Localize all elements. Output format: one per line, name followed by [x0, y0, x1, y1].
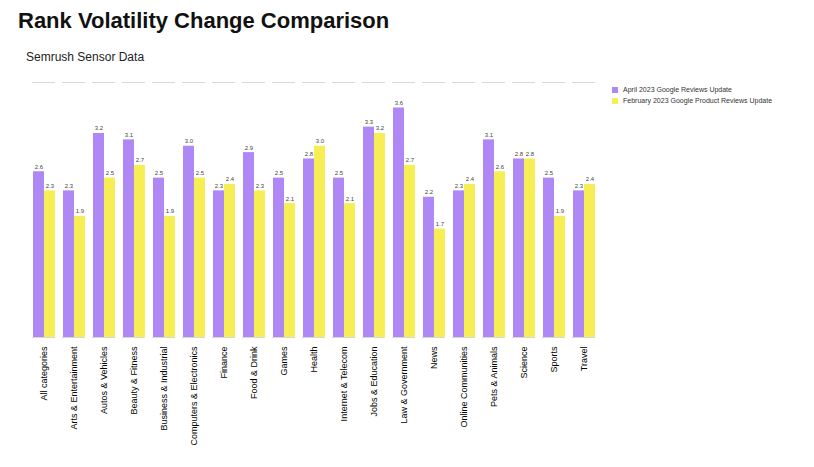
svg-text:2.3: 2.3	[65, 183, 74, 189]
html-text:April 2023 Google Reviews Upda: April 2023 Google Reviews Update	[623, 86, 732, 93]
svg-text:2.3: 2.3	[46, 183, 55, 189]
svg-text:Games: Games	[279, 346, 289, 376]
svg-text:2.3: 2.3	[575, 183, 584, 189]
svg-text:Beauty & Fitness: Beauty & Fitness	[129, 346, 139, 415]
svg-text:News: News	[429, 346, 439, 369]
svg-text:2.5: 2.5	[155, 170, 164, 176]
svg-text:2.7: 2.7	[406, 157, 415, 163]
svg-text:3.3: 3.3	[365, 119, 374, 125]
svg-text:1.7: 1.7	[436, 221, 445, 227]
svg-text:Autos & Vehicles: Autos & Vehicles	[99, 346, 109, 414]
svg-text:Internet & Telecom: Internet & Telecom	[339, 347, 349, 422]
svg-text:3.1: 3.1	[485, 132, 494, 138]
svg-text:3.2: 3.2	[95, 125, 104, 131]
svg-text:2.7: 2.7	[136, 157, 145, 163]
svg-text:3.0: 3.0	[316, 138, 325, 144]
svg-text:2.8: 2.8	[305, 151, 314, 157]
svg-text:Business & Industrial: Business & Industrial	[159, 347, 169, 431]
svg-text:Food & Drink: Food & Drink	[249, 346, 259, 399]
svg-text:1.9: 1.9	[166, 208, 175, 214]
svg-text:2.4: 2.4	[586, 176, 595, 182]
html-text:Semrush Sensor Data: Semrush Sensor Data	[26, 50, 145, 64]
svg-text:3.6: 3.6	[395, 100, 404, 106]
svg-text:3.2: 3.2	[376, 125, 385, 131]
svg-text:2.5: 2.5	[196, 170, 205, 176]
svg-text:Finance: Finance	[219, 347, 229, 379]
svg-text:2.4: 2.4	[226, 176, 235, 182]
svg-text:2.1: 2.1	[346, 196, 355, 202]
svg-text:2.8: 2.8	[526, 151, 535, 157]
html-text:Rank Volatility Change Compari: Rank Volatility Change Comparison	[18, 8, 390, 33]
svg-text:3.1: 3.1	[125, 132, 134, 138]
svg-text:2.6: 2.6	[35, 164, 44, 170]
svg-text:3.0: 3.0	[185, 138, 194, 144]
svg-text:Health: Health	[309, 347, 319, 373]
svg-text:2.5: 2.5	[545, 170, 554, 176]
svg-text:Pets & Animals: Pets & Animals	[489, 346, 499, 407]
svg-text:2.5: 2.5	[106, 170, 115, 176]
svg-text:Computers & Electronics: Computers & Electronics	[189, 346, 199, 446]
svg-text:Travel: Travel	[579, 347, 589, 372]
svg-text:2.4: 2.4	[466, 176, 475, 182]
svg-text:2.5: 2.5	[335, 170, 344, 176]
svg-text:All categories: All categories	[39, 346, 49, 401]
svg-text:Science: Science	[519, 347, 529, 379]
html-text:February 2023 Google Product R: February 2023 Google Product Reviews Upd…	[623, 97, 772, 104]
svg-text:2.2: 2.2	[425, 189, 434, 195]
svg-text:1.9: 1.9	[76, 208, 85, 214]
svg-text:2.1: 2.1	[286, 196, 295, 202]
svg-text:Sports: Sports	[549, 346, 559, 373]
svg-text:2.6: 2.6	[496, 164, 505, 170]
svg-text:2.3: 2.3	[256, 183, 265, 189]
svg-text:2.8: 2.8	[515, 151, 524, 157]
svg-text:Law & Government: Law & Government	[399, 346, 409, 424]
svg-text:Jobs & Education: Jobs & Education	[369, 347, 379, 417]
svg-text:1.9: 1.9	[556, 208, 565, 214]
svg-text:Online Communities: Online Communities	[459, 346, 469, 428]
svg-text:2.3: 2.3	[455, 183, 464, 189]
svg-text:2.5: 2.5	[275, 170, 284, 176]
svg-text:2.3: 2.3	[215, 183, 224, 189]
svg-text:Arts & Entertainment: Arts & Entertainment	[69, 346, 79, 430]
svg-text:2.9: 2.9	[245, 145, 254, 151]
